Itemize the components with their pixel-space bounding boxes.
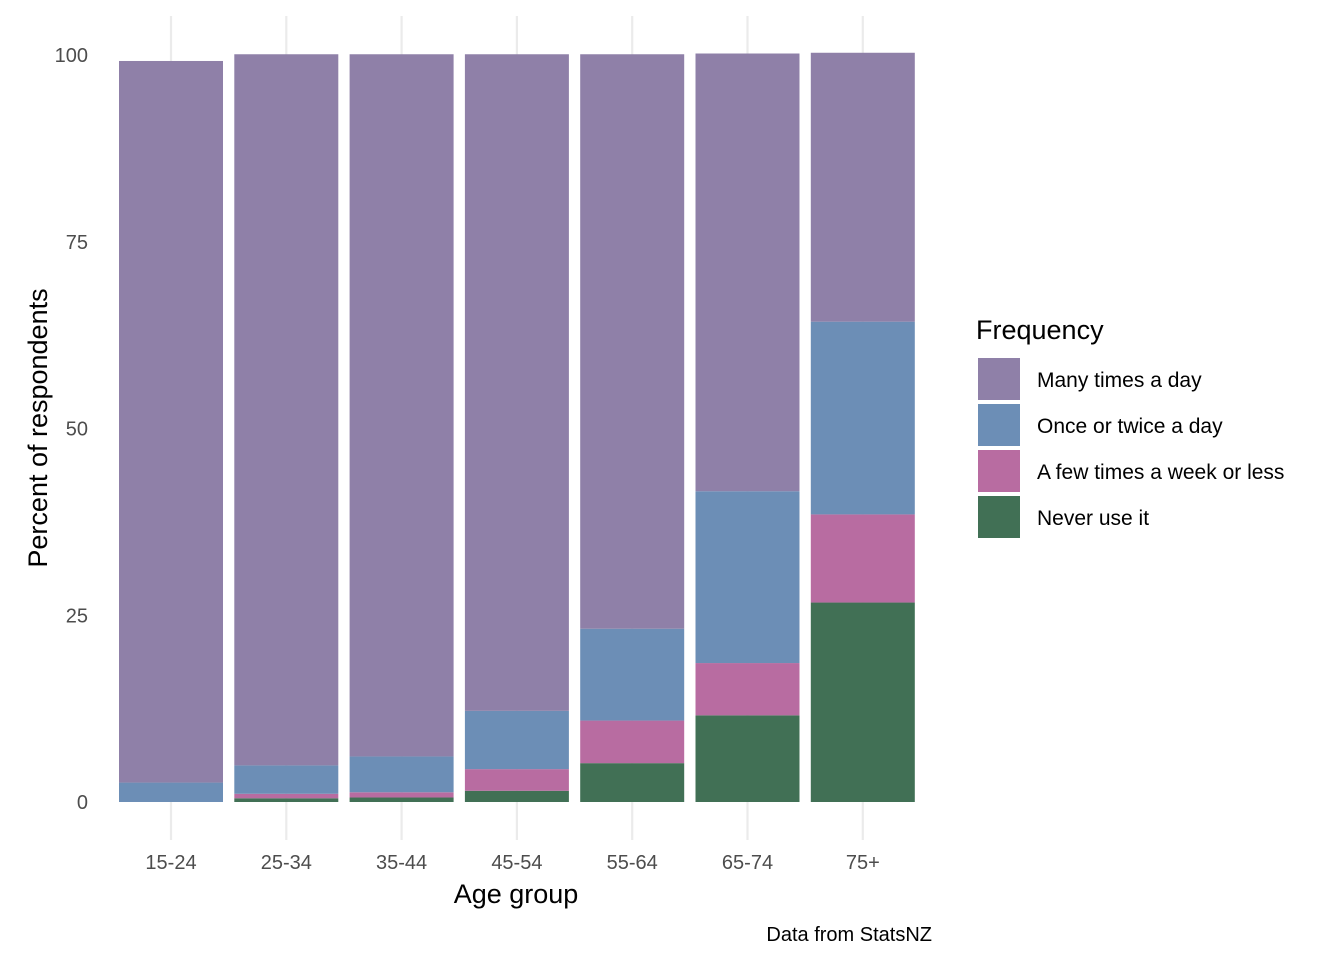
legend-label-a-few-times-a-week-or-less: A few times a week or less xyxy=(1037,461,1284,484)
x-tick-label-55-64: 55-64 xyxy=(607,852,658,874)
bars xyxy=(119,52,915,802)
bar-35-44-once-or-twice-a-day xyxy=(349,756,454,793)
legend-key-once-or-twice-a-day xyxy=(978,404,1020,446)
x-tick-label-35-44: 35-44 xyxy=(376,852,427,874)
bar-55-64-many-times-a-day xyxy=(580,54,685,629)
bar-65-74-a-few-times-a-week-or-less xyxy=(695,663,800,716)
x-tick-label-65-74: 65-74 xyxy=(722,852,773,874)
y-tick-label-50: 50 xyxy=(66,419,88,441)
bar-15-24-once-or-twice-a-day xyxy=(119,782,223,802)
bar-25-34-many-times-a-day xyxy=(234,54,339,766)
bar-75+-once-or-twice-a-day xyxy=(810,321,915,515)
x-tick-label-45-54: 45-54 xyxy=(491,852,542,874)
bar-75+-a-few-times-a-week-or-less xyxy=(810,514,915,603)
bar-25-34-once-or-twice-a-day xyxy=(234,765,339,794)
y-tick-label-0: 0 xyxy=(77,792,88,814)
x-tick-label-25-34: 25-34 xyxy=(261,852,312,874)
legend-key-never-use-it xyxy=(978,496,1020,538)
bar-25-34-never-use-it xyxy=(234,798,339,802)
bar-25-34-a-few-times-a-week-or-less xyxy=(234,793,339,799)
x-tick-label-75+: 75+ xyxy=(846,852,880,874)
caption: Data from StatsNZ xyxy=(766,924,932,946)
bar-35-44-a-few-times-a-week-or-less xyxy=(349,792,454,798)
bar-45-54-once-or-twice-a-day xyxy=(464,710,569,770)
x-axis-title: Age group xyxy=(454,879,579,909)
legend-key-a-few-times-a-week-or-less xyxy=(978,450,1020,492)
y-tick-label-25: 25 xyxy=(66,605,88,627)
y-axis-title: Percent of respondents xyxy=(23,288,53,567)
bar-55-64-once-or-twice-a-day xyxy=(580,628,685,721)
bar-45-54-never-use-it xyxy=(464,790,569,802)
legend: Frequency Many times a day Once or twice … xyxy=(976,315,1284,538)
bar-65-74-many-times-a-day xyxy=(695,53,800,492)
bar-65-74-never-use-it xyxy=(695,715,800,802)
y-tick-label-100: 100 xyxy=(55,45,88,67)
bar-35-44-never-use-it xyxy=(349,797,454,802)
legend-title: Frequency xyxy=(976,315,1104,345)
bar-75+-many-times-a-day xyxy=(810,52,915,322)
bar-35-44-many-times-a-day xyxy=(349,54,454,757)
x-tick-label-15-24: 15-24 xyxy=(145,852,196,874)
bar-75+-never-use-it xyxy=(810,602,915,802)
legend-key-many-times-a-day xyxy=(978,358,1020,400)
legend-label-never-use-it: Never use it xyxy=(1037,507,1149,530)
y-tick-label-75: 75 xyxy=(66,232,88,254)
bar-45-54-a-few-times-a-week-or-less xyxy=(464,769,569,791)
bar-55-64-never-use-it xyxy=(580,763,685,802)
bar-55-64-a-few-times-a-week-or-less xyxy=(580,720,685,764)
legend-label-once-or-twice-a-day: Once or twice a day xyxy=(1037,415,1223,438)
bar-45-54-many-times-a-day xyxy=(464,54,569,711)
bar-65-74-once-or-twice-a-day xyxy=(695,491,800,664)
legend-label-many-times-a-day: Many times a day xyxy=(1037,369,1202,392)
bar-15-24-many-times-a-day xyxy=(119,60,223,783)
x-axis-ticks: 15-24 25-34 35-44 45-54 55-64 65-74 75+ xyxy=(145,852,879,874)
y-axis-ticks: 0 25 50 75 100 xyxy=(55,45,88,814)
